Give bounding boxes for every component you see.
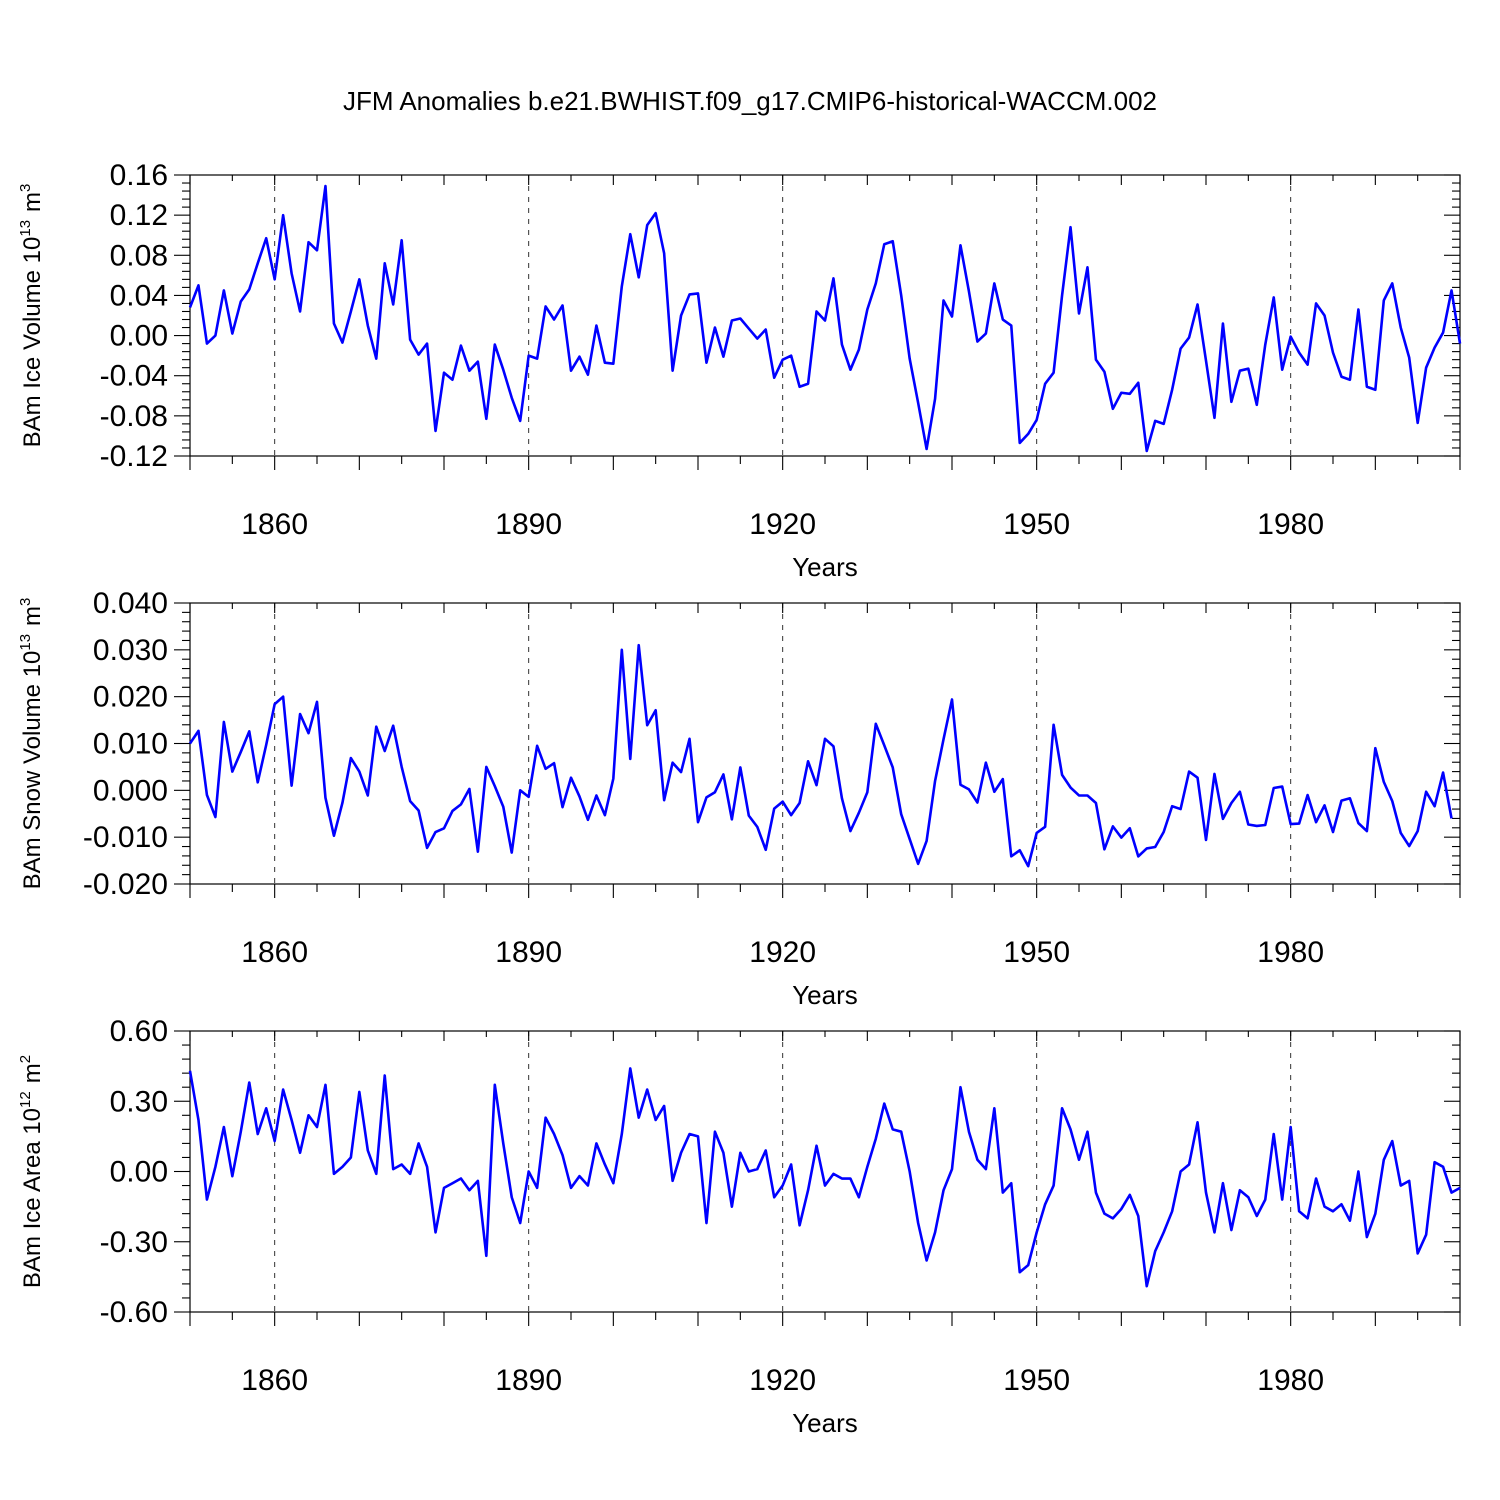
y-tick-label: 0.04: [110, 279, 168, 312]
panels: 0.16 0.12 0.08 0.04 0.00 -0.04 -0.08 -0.12 1860 1…: [17, 159, 1462, 1438]
y-axis-label-text: BAm Snow Volume 10: [19, 651, 46, 890]
y-tick-label: -0.010: [83, 821, 168, 854]
y-tick-label: 0.000: [93, 774, 168, 807]
y-tick-label: 0.12: [110, 199, 168, 232]
y-axis-label-unit: m: [19, 1063, 46, 1083]
y-tick-label: -0.04: [100, 360, 168, 393]
y-axis-label: BAm Snow Volume 1013 m3: [17, 598, 46, 890]
x-tick-label: 1980: [1257, 508, 1324, 541]
y-axis-label-unit-exponent: 3: [17, 184, 34, 192]
y-tick-label: 0.16: [110, 159, 168, 192]
x-axis-label: Years: [792, 552, 858, 582]
y-axis-label: BAm Ice Volume 1013 m3: [17, 184, 46, 448]
plot-frame: [189, 174, 1461, 457]
y-axis-label-text: BAm Ice Area 10: [19, 1108, 46, 1288]
y-tick-label: 0.60: [110, 1015, 168, 1048]
x-axis-label: Years: [792, 980, 858, 1010]
x-tick-label: 1860: [241, 936, 308, 969]
x-tick-label: 1950: [1003, 1364, 1070, 1397]
y-tick-label: 0.00: [110, 1156, 168, 1189]
y-tick-label: 0.08: [110, 239, 168, 272]
y-axis-label: BAm Ice Area 1012 m2: [17, 1055, 46, 1288]
y-tick-label: -0.08: [100, 400, 168, 433]
y-axis-label-exponent: 13: [17, 634, 34, 651]
series-line: [188, 643, 1453, 868]
x-tick-label: 1860: [241, 508, 308, 541]
panel-2: 0.040 0.030 0.020 0.010 0.000 -0.010 -0.020 186…: [17, 587, 1461, 1010]
x-tick-label: 1860: [241, 1364, 308, 1397]
y-tick-label: 0.010: [93, 728, 168, 761]
y-axis-label-exponent: 12: [17, 1091, 34, 1108]
x-tick-label: 1890: [495, 508, 562, 541]
x-tick-label: 1890: [495, 1364, 562, 1397]
series-line: [188, 184, 1462, 453]
y-tick-label: 0.030: [93, 634, 168, 667]
y-tick-label: 0.040: [93, 587, 168, 620]
y-axis-label-unit-exponent: 3: [17, 598, 34, 606]
y-axis-label-exponent: 13: [17, 220, 34, 237]
panel-3: 0.60 0.30 0.00 -0.30 -0.60 1860 1890 1920 1950 19…: [17, 1015, 1461, 1438]
x-tick-label: 1920: [749, 508, 816, 541]
y-tick-label: -0.30: [100, 1226, 168, 1259]
y-axis-label-unit: m: [19, 606, 46, 626]
x-tick-label: 1980: [1257, 936, 1324, 969]
x-tick-label: 1890: [495, 936, 562, 969]
y-axis-label-unit: m: [19, 192, 46, 212]
y-tick-label: 0.020: [93, 681, 168, 714]
x-tick-label: 1980: [1257, 1364, 1324, 1397]
x-tick-label: 1920: [749, 936, 816, 969]
x-tick-label: 1950: [1003, 936, 1070, 969]
y-axis-label-unit-exponent: 2: [17, 1055, 34, 1063]
y-tick-label: -0.12: [100, 440, 168, 473]
x-tick-label: 1920: [749, 1364, 816, 1397]
figure-title: JFM Anomalies b.e21.BWHIST.f09_g17.CMIP6…: [343, 86, 1157, 116]
y-tick-label: 0.30: [110, 1085, 168, 1118]
y-tick-label: -0.020: [83, 868, 168, 901]
series-line: [188, 1067, 1461, 1288]
x-axis-label: Years: [792, 1408, 858, 1438]
y-axis-label-text: BAm Ice Volume 10: [19, 237, 46, 448]
panel-1: 0.16 0.12 0.08 0.04 0.00 -0.04 -0.08 -0.12 1860 1…: [17, 159, 1462, 582]
plot-frame: [189, 1030, 1461, 1313]
y-tick-label: -0.60: [100, 1296, 168, 1329]
x-tick-label: 1950: [1003, 508, 1070, 541]
y-tick-label: 0.00: [110, 320, 168, 353]
